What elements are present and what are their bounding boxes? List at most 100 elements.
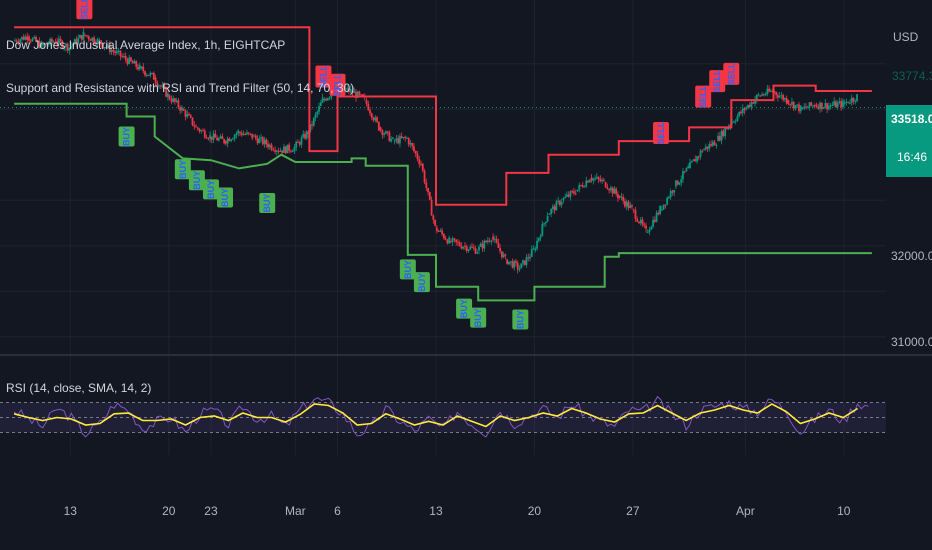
candle-body [210,136,213,140]
candle-body [602,179,605,181]
candle-body [810,102,813,106]
candle-body [295,141,298,148]
signal-markers[interactable]: BUY BUY BUY BUY BUY BUY BUY BUY BUY BUY BUY SELL SEL… [76,0,740,330]
candle-body [648,229,651,232]
candle-body [826,103,829,110]
buy-signal-9[interactable]: BUY [470,307,487,328]
sell-signal-1[interactable]: SELL [315,65,332,89]
candle-body [179,107,182,111]
candle-body [365,100,368,104]
candle-body [722,130,725,137]
candle-body [854,101,857,103]
candle-body [80,35,83,40]
candle-body [761,94,763,96]
buy-signal-text: BUY [262,193,272,212]
candle-body [56,40,59,44]
buy-signal-3[interactable]: BUY [202,179,219,200]
candle-body [757,94,760,96]
candle-body [529,256,531,259]
candle-body [414,151,417,154]
symbol-legend[interactable]: Dow Jones Industrial Average Index, 1h, … [6,38,285,52]
candle-body [740,111,742,114]
candle-body [842,100,844,108]
buy-signal-1[interactable]: BUY [174,159,191,180]
candle-body [154,77,157,83]
candle-body [601,179,603,182]
buy-signal-5[interactable]: BUY [259,192,276,213]
candle-body [805,106,807,108]
buy-signal-2[interactable]: BUY [188,170,205,191]
candle-body [38,41,41,48]
candle-body [209,135,211,139]
candle-body [833,101,836,106]
candle-body [581,185,584,187]
candle-body [420,163,422,165]
buy-signal-8[interactable]: BUY [456,298,473,319]
candle-body [664,204,667,206]
candle-body [559,200,561,205]
candle-body [588,180,591,183]
candle-body [249,133,252,135]
rsi-legend[interactable]: RSI (14, close, SMA, 14, 2) [6,381,151,395]
candle-body [265,139,268,145]
candle-body [28,36,30,41]
candle-body [305,131,308,139]
candle-body [590,177,593,181]
candle-body [411,143,414,147]
axes: 13 20 23 Mar 6 13 20 27 Apr 10 [64,504,851,518]
sell-signal-6[interactable]: SELL [723,62,740,86]
candle-body [196,127,199,129]
sell-signal-5[interactable]: SELL [709,69,726,93]
candle-body [666,197,669,205]
sell-signal-2[interactable]: SELL [329,73,346,97]
candle-body [49,38,52,44]
candle-body [831,105,834,107]
candle-body [551,206,554,210]
candle-body [291,151,294,153]
buy-signal-text: BUY [459,299,469,318]
candle-body [237,130,240,134]
sell-signal-3[interactable]: SELL [652,121,669,145]
candle-body [418,159,421,164]
sell-signal-4[interactable]: SELL [695,85,712,109]
candle-body [130,57,132,62]
candle-body [372,117,375,121]
candle-body [151,72,153,74]
candle-body [530,249,533,257]
buy-signal-0[interactable]: BUY [118,126,135,147]
candle-body [617,194,619,199]
candle-body [627,201,630,209]
indicator-legend[interactable]: Support and Resistance with RSI and Tren… [6,81,354,95]
candle-body [574,193,577,195]
candle-body [608,189,611,191]
candle-body [19,39,22,43]
candle-body [161,85,164,87]
candle-body [856,94,858,102]
buy-signal-4[interactable]: BUY [217,187,234,208]
candle-body [834,101,837,108]
sell-signal-text: SELL [333,73,343,97]
candle-body [713,141,716,146]
candle-body [22,36,25,40]
sell-signal-0[interactable]: SELL [76,0,93,20]
support-resistance-lines [14,26,872,302]
candle-body [14,40,16,42]
candle-body [471,246,473,248]
candle-body [165,87,168,97]
candle-body [91,37,94,41]
candle-body [446,239,449,244]
candle-body [297,141,299,143]
candle-body [144,71,146,76]
candle-body [416,153,419,160]
candle-body [230,139,233,142]
candle-body [133,61,136,64]
candle-body [369,110,371,114]
buy-signal-7[interactable]: BUY [413,272,430,293]
buy-signal-10[interactable]: BUY [512,309,529,330]
candle-body [451,238,454,242]
buy-signal-6[interactable]: BUY [399,259,416,280]
candle-body [82,31,85,40]
candle-body [172,98,175,102]
candle-body [536,240,538,249]
